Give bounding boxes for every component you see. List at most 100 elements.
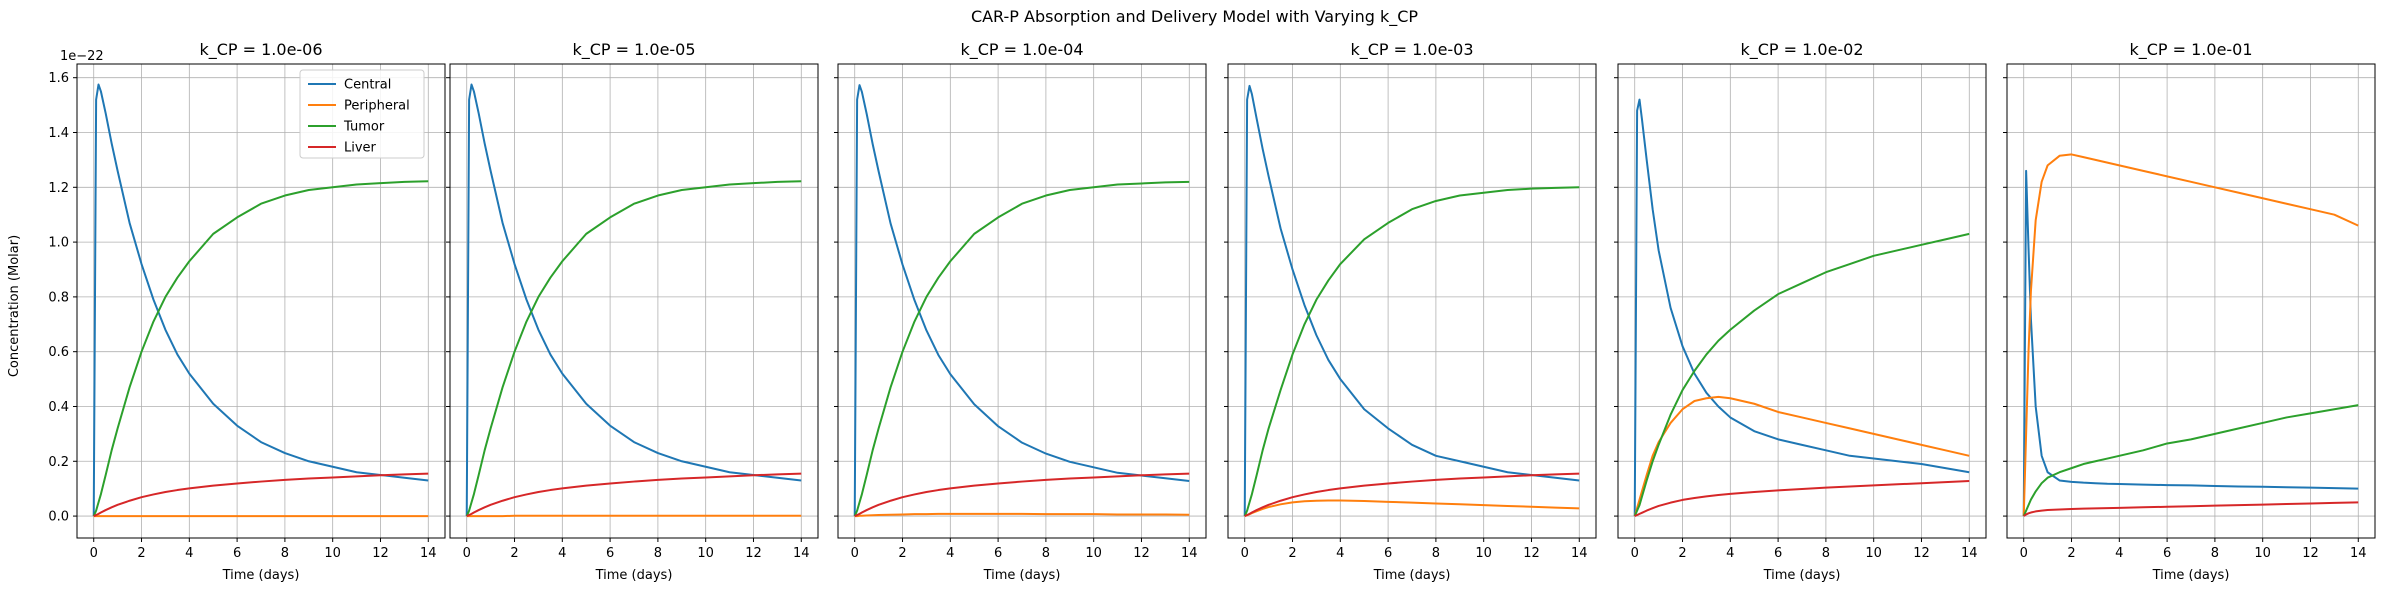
- panel-title: k_CP = 1.0e-01: [2129, 40, 2252, 60]
- series-line-liver: [466, 472, 802, 517]
- x-tick-label: 6: [1774, 546, 1782, 561]
- x-axis-label: Time (days): [983, 568, 1061, 583]
- x-tick-label: 8: [1042, 546, 1050, 561]
- plot-frame: [2006, 63, 2376, 539]
- x-tick-label: 2: [510, 546, 518, 561]
- series-line-liver: [854, 472, 1190, 517]
- chart-panel-3: 0 2 4 6 8 10 12 14 k_CP = 1.0e-04 Time (days): [834, 40, 1207, 583]
- x-tick-label: 14: [420, 546, 437, 561]
- series-line-central: [1243, 84, 1580, 517]
- y-tick-label: 1.6: [48, 71, 69, 86]
- x-tick-label: 4: [558, 546, 566, 561]
- chart-panel-2: 0 2 4 6 8 10 12 14 k_CP = 1.0e-05 Time (days): [446, 40, 819, 583]
- x-tick-label: 6: [994, 546, 1002, 561]
- series-line-central: [92, 83, 429, 517]
- plot-frame: [449, 63, 819, 539]
- x-tick-label: 2: [1678, 546, 1686, 561]
- x-tick-label: 2: [1288, 546, 1296, 561]
- x-tick-label: 0: [90, 546, 98, 561]
- x-tick-label: 10: [1475, 546, 1492, 561]
- x-tick-label: 12: [1913, 546, 1930, 561]
- x-tick-label: 14: [1961, 546, 1978, 561]
- chart-panel-1: 0 2 4 6 8 10 12 14 0.0 0.2 0.4 0.6 0.8 1.0 1.2 1.4 1.6 k_…: [48, 40, 446, 583]
- legend-label: Peripheral: [344, 99, 410, 114]
- y-tick-label: 0.8: [48, 290, 69, 305]
- panel-title: k_CP = 1.0e-02: [1740, 40, 1863, 60]
- x-tick-label: 0: [1241, 546, 1249, 561]
- x-tick-label: 10: [2254, 546, 2271, 561]
- series-line-central: [2022, 169, 2359, 517]
- x-tick-label: 2: [898, 546, 906, 561]
- series-line-liver: [1244, 472, 1580, 517]
- x-tick-label: 0: [2020, 546, 2028, 561]
- y-tick-label: 1.4: [48, 126, 69, 141]
- series-line-central: [1633, 98, 1970, 517]
- legend-label: Tumor: [343, 120, 385, 135]
- panel-title: k_CP = 1.0e-06: [199, 40, 322, 60]
- series-line-liver: [93, 472, 429, 517]
- x-tick-label: 14: [1571, 546, 1588, 561]
- x-axis-label: Time (days): [595, 568, 673, 583]
- legend-label: Central: [344, 78, 391, 93]
- series-line-liver: [1634, 480, 1970, 517]
- x-tick-label: 4: [1336, 546, 1344, 561]
- legend-label: Liver: [344, 141, 377, 156]
- x-tick-label: 6: [606, 546, 614, 561]
- series-line-liver: [2023, 501, 2359, 517]
- x-tick-label: 12: [1523, 546, 1540, 561]
- y-tick-label: 0.2: [48, 455, 69, 470]
- x-tick-label: 2: [137, 546, 145, 561]
- x-tick-label: 8: [1432, 546, 1440, 561]
- series-line-peripheral: [2022, 153, 2359, 517]
- x-tick-label: 2: [2067, 546, 2075, 561]
- x-tick-label: 12: [1133, 546, 1150, 561]
- series-line-peripheral: [1633, 395, 1970, 517]
- x-tick-label: 8: [281, 546, 289, 561]
- y-tick-label: 1.0: [48, 236, 69, 251]
- y-tick-label: 0.6: [48, 345, 69, 360]
- x-tick-label: 10: [697, 546, 714, 561]
- plot-frame: [1227, 63, 1597, 539]
- series-line-central: [465, 83, 802, 517]
- chart-panel-5: 0 2 4 6 8 10 12 14 k_CP = 1.0e-02 Time (days): [1614, 40, 1987, 583]
- legend: Central Peripheral Tumor Liver: [299, 69, 425, 159]
- x-tick-label: 14: [1181, 546, 1198, 561]
- y-tick-label: 1.2: [48, 181, 69, 196]
- x-tick-label: 4: [185, 546, 193, 561]
- legend-box: [299, 69, 425, 159]
- x-tick-label: 6: [1384, 546, 1392, 561]
- plot-frame: [837, 63, 1207, 539]
- x-tick-label: 12: [372, 546, 389, 561]
- chart-panel-6: 0 2 4 6 8 10 12 14 k_CP = 1.0e-01 Time (days): [2003, 40, 2376, 583]
- panel-title: k_CP = 1.0e-05: [572, 40, 695, 60]
- x-axis-label: Time (days): [222, 568, 300, 583]
- chart-panel-4: 0 2 4 6 8 10 12 14 k_CP = 1.0e-03 Time (days): [1224, 40, 1597, 583]
- y-tick-label: 0.4: [48, 400, 69, 415]
- x-tick-label: 8: [2211, 546, 2219, 561]
- x-tick-label: 12: [745, 546, 762, 561]
- series-line-tumor: [2022, 404, 2359, 517]
- panel-title: k_CP = 1.0e-04: [960, 40, 1083, 60]
- x-tick-label: 4: [2115, 546, 2123, 561]
- x-axis-label: Time (days): [1373, 568, 1451, 583]
- plot-frame: [76, 63, 446, 539]
- series-line-tumor: [465, 180, 802, 517]
- plot-frame: [1617, 63, 1987, 539]
- x-tick-label: 10: [1865, 546, 1882, 561]
- series-line-central: [853, 84, 1190, 517]
- series-line-peripheral: [1244, 499, 1580, 518]
- x-tick-label: 14: [793, 546, 810, 561]
- figure-suptitle: CAR-P Absorption and Delivery Model with…: [971, 7, 1418, 27]
- x-tick-label: 6: [2163, 546, 2171, 561]
- x-tick-label: 0: [1631, 546, 1639, 561]
- series-line-peripheral: [854, 512, 1190, 518]
- series-line-tumor: [853, 180, 1190, 517]
- x-tick-label: 6: [233, 546, 241, 561]
- x-tick-label: 12: [2302, 546, 2319, 561]
- x-axis-label: Time (days): [1763, 568, 1841, 583]
- x-tick-label: 0: [463, 546, 471, 561]
- x-tick-label: 8: [1822, 546, 1830, 561]
- x-tick-label: 14: [2350, 546, 2367, 561]
- series-line-tumor: [1243, 186, 1580, 517]
